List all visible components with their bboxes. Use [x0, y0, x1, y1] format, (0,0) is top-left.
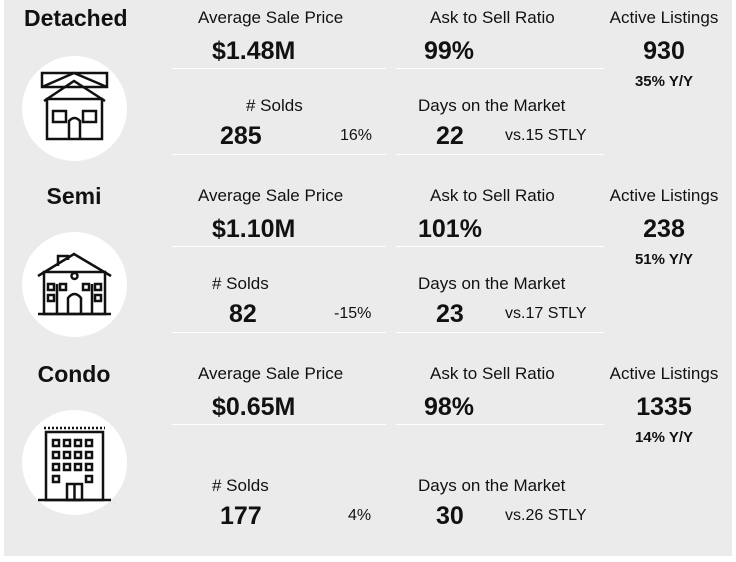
market-stats-panel: Detached Average Sale Price $1.48M Ask t…	[4, 0, 732, 556]
semi-solds-change: -15%	[334, 305, 372, 322]
detached-ask-ratio-label: Ask to Sell Ratio	[430, 8, 555, 27]
section-title-detached: Detached	[24, 5, 128, 31]
semi-ask-ratio-label: Ask to Sell Ratio	[430, 186, 555, 205]
semi-active-yy: 51% Y/Y	[634, 251, 694, 268]
semi-divider-top-left	[172, 246, 386, 247]
condo-avg-price-value: $0.65M	[212, 393, 296, 421]
detached-house-icon	[40, 71, 109, 141]
semi-ask-ratio-value: 101%	[418, 215, 482, 243]
detached-divider-bottom-right	[396, 154, 604, 155]
detached-active-label: Active Listings	[609, 8, 719, 27]
condo-dom-stly: vs.26 STLY	[505, 507, 587, 524]
detached-dom-stly: vs.15 STLY	[505, 127, 587, 144]
condo-dom-label: Days on the Market	[418, 476, 566, 495]
detached-avg-price-value: $1.48M	[212, 37, 296, 65]
detached-divider-top-left	[172, 68, 386, 69]
semi-solds-label: # Solds	[212, 274, 269, 293]
condo-active-value: 1335	[636, 393, 692, 421]
detached-icon-circle	[22, 56, 127, 161]
detached-solds-value: 285	[220, 122, 262, 150]
detached-dom-value: 22	[436, 122, 464, 150]
condo-solds-label: # Solds	[212, 476, 269, 495]
semi-dom-value: 23	[436, 300, 464, 328]
detached-active-yy: 35% Y/Y	[634, 73, 694, 90]
detached-ask-ratio-value: 99%	[424, 37, 475, 65]
section-title-semi: Semi	[46, 183, 102, 209]
condo-icon-circle	[22, 410, 127, 515]
section-title-condo: Condo	[37, 361, 111, 387]
semi-avg-price-value: $1.10M	[212, 215, 296, 243]
condo-active-yy: 14% Y/Y	[634, 429, 694, 446]
semi-active-label: Active Listings	[609, 186, 719, 205]
detached-active-value: 930	[643, 37, 685, 65]
semi-avg-price-label: Average Sale Price	[198, 186, 344, 205]
condo-divider-top-right	[396, 424, 604, 425]
condo-building-icon	[38, 426, 111, 502]
detached-solds-change: 16%	[340, 127, 373, 144]
condo-solds-change: 4%	[348, 507, 372, 524]
condo-dom-value: 30	[436, 502, 464, 530]
semi-dom-stly: vs.17 STLY	[505, 305, 587, 322]
semi-dom-label: Days on the Market	[418, 274, 566, 293]
semi-icon-circle	[22, 232, 127, 337]
condo-ask-ratio-label: Ask to Sell Ratio	[430, 364, 555, 383]
semi-detached-house-icon	[37, 252, 112, 316]
detached-solds-label: # Solds	[246, 96, 303, 115]
detached-divider-bottom-left	[172, 154, 386, 155]
detached-avg-price-label: Average Sale Price	[198, 8, 344, 27]
condo-ask-ratio-value: 98%	[424, 393, 475, 421]
semi-solds-value: 82	[229, 300, 257, 328]
condo-divider-top-left	[172, 424, 386, 425]
condo-active-label: Active Listings	[609, 364, 719, 383]
semi-divider-bottom-right	[396, 332, 604, 333]
semi-active-value: 238	[643, 215, 685, 243]
semi-divider-bottom-left	[172, 332, 386, 333]
detached-divider-top-right	[396, 68, 604, 69]
detached-dom-label: Days on the Market	[418, 96, 566, 115]
semi-divider-top-right	[396, 246, 604, 247]
condo-avg-price-label: Average Sale Price	[198, 364, 344, 383]
condo-solds-value: 177	[220, 502, 262, 530]
